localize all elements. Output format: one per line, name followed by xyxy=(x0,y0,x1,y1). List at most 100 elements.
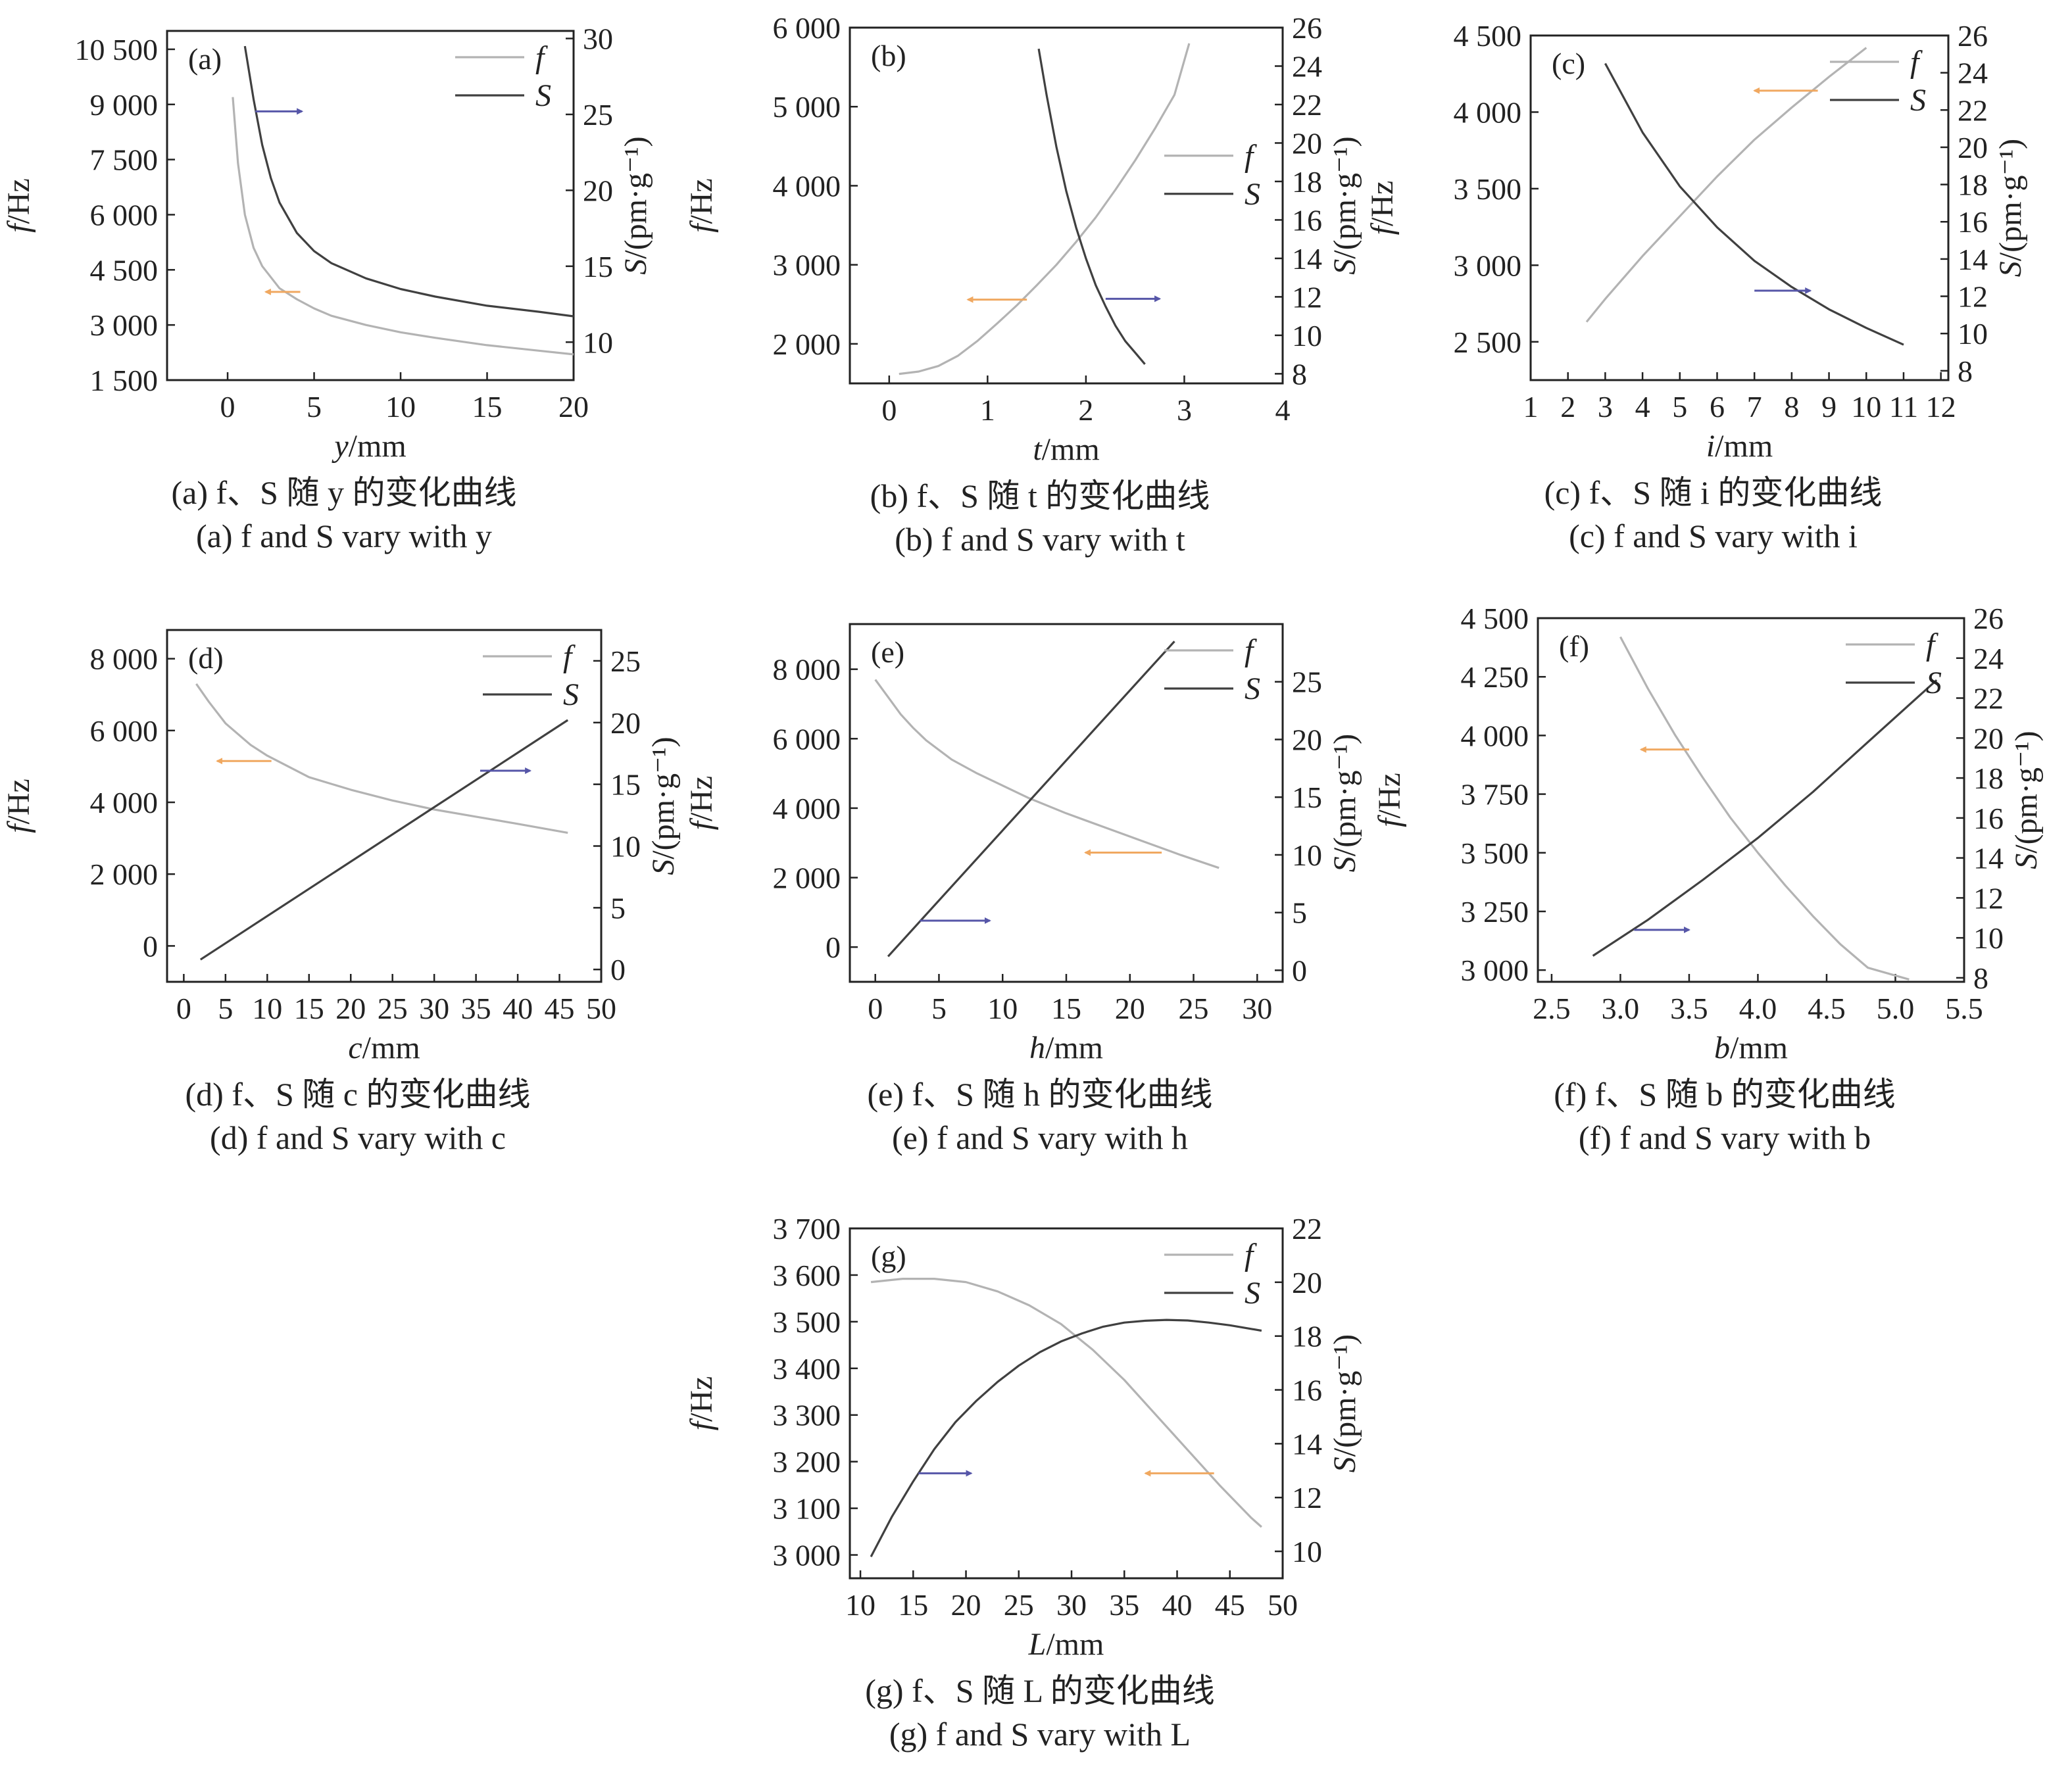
x-tick-label: 12 xyxy=(1926,390,1956,424)
x-tick-label: 35 xyxy=(461,992,491,1025)
y2-tick-label: 12 xyxy=(1958,280,1988,314)
y2-tick-label: 25 xyxy=(1292,666,1322,699)
x-tick-label: 9 xyxy=(1821,390,1837,424)
y-tick-label: 6 000 xyxy=(90,714,159,748)
y2-tick-label: 10 xyxy=(1958,317,1988,351)
y-axis-label: f/Hz xyxy=(1,178,36,233)
series-line-S xyxy=(243,45,574,318)
x-tick-label: 1 xyxy=(980,393,995,427)
x-tick-label: 45 xyxy=(545,992,575,1025)
y2-tick-label: 10 xyxy=(1292,1535,1322,1568)
y2-tick-label: 20 xyxy=(1292,723,1322,756)
y-tick-label: 4 000 xyxy=(773,169,841,203)
x-tick-label: 10 xyxy=(252,992,282,1025)
panel-label: (e) xyxy=(871,635,904,669)
x-tick-label: 20 xyxy=(951,1588,981,1622)
y2-axis-label: S/(pm·g⁻¹) xyxy=(646,737,681,875)
y2-tick-label: 16 xyxy=(1292,203,1322,237)
y2-tick-label: 20 xyxy=(1292,126,1322,160)
y2-tick-label: 12 xyxy=(1973,881,2004,915)
y-tick-label: 3 750 xyxy=(1461,778,1529,811)
y-tick-label: 7 500 xyxy=(90,143,159,177)
series-line-f xyxy=(870,1277,1262,1528)
panel-label: (b) xyxy=(871,39,906,72)
y2-axis-label: S/(pm·g⁻¹) xyxy=(1327,136,1362,274)
y2-tick-label: 15 xyxy=(610,768,641,802)
x-tick-label: 50 xyxy=(1268,1588,1298,1622)
y2-tick-label: 25 xyxy=(583,98,613,132)
x-tick-label: 50 xyxy=(586,992,616,1025)
caption-cn: (b) f、S 随 t 的变化曲线 xyxy=(870,477,1210,514)
y2-tick-label: 5 xyxy=(610,891,626,925)
y-axis-label: f/Hz xyxy=(684,1376,719,1431)
y2-axis-label: S/(pm·g⁻¹) xyxy=(1327,734,1362,872)
y2-tick-label: 15 xyxy=(1292,781,1322,814)
y-tick-label: 3 000 xyxy=(1461,954,1529,987)
x-tick-label: 15 xyxy=(472,390,503,424)
y2-axis-label: S/(pm·g⁻¹) xyxy=(618,136,653,274)
x-tick-label: 40 xyxy=(503,992,533,1025)
y2-tick-label: 24 xyxy=(1958,57,1988,90)
plot-frame xyxy=(849,26,1284,385)
x-tick-label: 10 xyxy=(845,1588,876,1622)
y-tick-label: 3 500 xyxy=(1461,836,1529,870)
y-tick-label: 3 500 xyxy=(1454,172,1522,206)
y2-tick-label: 14 xyxy=(1958,243,1988,276)
x-tick-label: 4.5 xyxy=(1808,992,1846,1025)
panel-label: (f) xyxy=(1559,629,1589,663)
plot-frame xyxy=(166,629,603,983)
caption-cn: (a) f、S 随 y 的变化曲线 xyxy=(172,474,517,511)
series-line-f xyxy=(1585,47,1867,323)
x-axis-label: y/mm xyxy=(331,429,406,464)
x-tick-label: 5 xyxy=(218,992,233,1025)
x-tick-label: 0 xyxy=(220,390,235,424)
caption-en: (d) f and S vary with c xyxy=(210,1119,506,1156)
plot-frame xyxy=(166,30,575,381)
y2-tick-label: 22 xyxy=(1292,88,1322,122)
y2-tick-label: 20 xyxy=(1292,1266,1322,1299)
y-axis-label: f/Hz xyxy=(684,776,719,831)
y2-tick-label: 24 xyxy=(1973,642,2004,675)
chart-panel-6: 2.5 3.0 3.5 4.0 4.5 5.0 5.5 3 000 3 250 3 500 3 75… xyxy=(1372,602,2044,1156)
plot-frame xyxy=(849,1227,1284,1580)
x-tick-label: 45 xyxy=(1215,1588,1245,1622)
y2-tick-label: 12 xyxy=(1292,1481,1322,1514)
x-axis-label: t/mm xyxy=(1033,432,1099,467)
x-tick-label: 15 xyxy=(898,1588,928,1622)
y2-tick-label: 20 xyxy=(1973,721,2004,755)
y2-tick-label: 14 xyxy=(1292,1427,1322,1461)
series-line-S xyxy=(1592,679,1938,957)
legend-label-S: S xyxy=(1926,666,1942,700)
legend-label-S: S xyxy=(1245,1276,1260,1311)
y2-tick-label: 26 xyxy=(1958,19,1988,53)
y-tick-label: 4 250 xyxy=(1461,660,1529,694)
y-tick-label: 2 000 xyxy=(773,861,841,895)
legend-label-f: f xyxy=(535,40,548,75)
y2-tick-label: 8 xyxy=(1973,961,1988,995)
y2-tick-label: 22 xyxy=(1973,682,2004,715)
legend-label-S: S xyxy=(1245,177,1260,212)
series-line-S xyxy=(870,1319,1262,1558)
x-tick-label: 11 xyxy=(1889,390,1918,424)
y2-tick-label: 5 xyxy=(1292,896,1307,930)
y-tick-label: 4 500 xyxy=(1454,19,1522,53)
y2-tick-label: 22 xyxy=(1958,93,1988,127)
x-tick-label: 7 xyxy=(1747,390,1762,424)
y-tick-label: 0 xyxy=(143,929,158,963)
y2-tick-label: 18 xyxy=(1292,165,1322,199)
chart-panel-1: 0 5 10 15 20 1 500 3 000 4 500 6 000 7 500 9 000 10… xyxy=(1,22,653,554)
x-tick-label: 10 xyxy=(385,390,416,424)
y2-tick-label: 8 xyxy=(1292,357,1307,391)
y-tick-label: 3 000 xyxy=(90,308,159,342)
caption-en: (g) f and S vary with L xyxy=(889,1716,1191,1753)
y-tick-label: 3 400 xyxy=(773,1352,841,1386)
caption-cn: (d) f、S 随 c 的变化曲线 xyxy=(185,1076,531,1113)
y2-tick-label: 18 xyxy=(1292,1320,1322,1353)
y2-tick-label: 16 xyxy=(1973,802,2004,835)
x-tick-label: 15 xyxy=(1051,992,1081,1025)
y-axis-label: f/Hz xyxy=(1372,773,1407,827)
y2-tick-label: 10 xyxy=(1292,838,1322,872)
caption-cn: (g) f、S 随 L 的变化曲线 xyxy=(865,1672,1214,1709)
